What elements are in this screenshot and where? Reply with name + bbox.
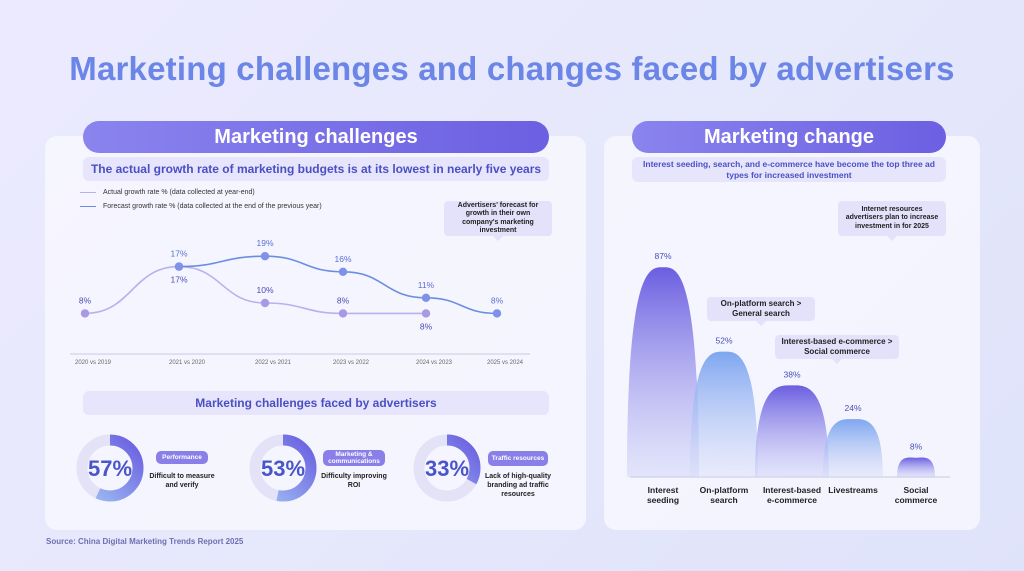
data-point: [260, 298, 270, 308]
challenges-heading: Marketing challenges: [83, 121, 549, 153]
legend-actual-label: Actual growth rate % (data collected at …: [103, 189, 255, 196]
x-tick-label: 2025 vs 2024: [487, 360, 524, 366]
badge-communications: Marketing & communications: [323, 450, 385, 466]
legend-forecast: Forecast growth rate % (data collected a…: [80, 203, 322, 210]
data-point: [80, 309, 90, 318]
x-tick-label: 2023 vs 2022: [333, 360, 370, 366]
data-label: 16%: [334, 254, 351, 264]
series-line: [84, 265, 426, 315]
category-label: seeding: [647, 495, 679, 505]
desc-performance: Difficult to measure and verify: [149, 473, 215, 489]
donut-arc: [249, 434, 317, 502]
legend-forecast-swatch: [80, 205, 96, 208]
donut-value-label: 33%: [425, 456, 469, 481]
donut-value-label: 57%: [88, 456, 132, 481]
search-callout: On-platform search > General search: [707, 297, 815, 326]
legend-actual-swatch: [80, 191, 96, 194]
challenges-list-heading: Marketing challenges faced by advertiser…: [83, 391, 549, 415]
donut-chart-traffic: 33%: [413, 434, 481, 502]
data-label: 19%: [256, 238, 273, 248]
area-shape: [897, 457, 935, 477]
growth-line-chart: 2020 vs 2019 2021 vs 2020 2022 vs 2021 2023…: [70, 238, 530, 366]
category-label: Social: [903, 485, 928, 495]
area-shape: [690, 351, 758, 477]
value-label: 87%: [654, 251, 671, 261]
category-label: Livestreams: [828, 485, 878, 495]
area-shape: [627, 267, 699, 477]
data-label: 17%: [170, 275, 187, 285]
desc-communications: Difficulty improving ROI: [321, 473, 387, 489]
legend-actual: Actual growth rate % (data collected at …: [80, 189, 255, 196]
category-label: Interest-based: [763, 485, 821, 495]
data-label: 11%: [418, 280, 435, 290]
x-tick-label: 2024 vs 2023: [416, 360, 453, 366]
donut-arc: [76, 434, 144, 502]
page-title: Marketing challenges and changes faced b…: [69, 50, 955, 87]
category-label: commerce: [895, 495, 938, 505]
donut-chart-communications: 53%: [249, 434, 317, 502]
category-label: search: [710, 495, 737, 505]
donut-chart-performance: 57%: [76, 434, 144, 502]
data-point: [338, 267, 348, 276]
donut-value-label: 53%: [261, 456, 305, 481]
data-point: [492, 309, 502, 318]
data-point: [260, 252, 270, 261]
data-label: 10%: [256, 285, 273, 295]
value-label: 38%: [783, 369, 800, 379]
x-tick-label: 2022 vs 2021: [255, 360, 292, 366]
legend-forecast-label: Forecast growth rate % (data collected a…: [103, 203, 322, 210]
change-heading: Marketing change: [632, 121, 946, 153]
category-label: On-platform: [700, 485, 749, 495]
desc-traffic: Lack of high-quality branding ad traffic…: [484, 473, 552, 498]
data-label: 8%: [491, 295, 504, 305]
x-tick-label: 2021 vs 2020: [169, 360, 206, 366]
data-point: [338, 309, 348, 318]
data-label: 8%: [79, 295, 92, 305]
data-point: [421, 293, 431, 302]
source-note: Source: China Digital Marketing Trends R…: [46, 537, 244, 546]
badge-performance: Performance: [156, 451, 208, 464]
investment-callout: Internet resources advertisers plan to i…: [838, 201, 946, 241]
category-label: e-commerce: [767, 495, 817, 505]
donut-arc: [413, 434, 481, 502]
data-label: 17%: [170, 249, 187, 259]
ecommerce-callout: Interest-based e-commerce > Social comme…: [775, 335, 899, 364]
forecast-callout: Advertisers' forecast for growth in thei…: [444, 201, 552, 241]
data-label: 8%: [420, 321, 433, 331]
challenges-subtitle: The actual growth rate of marketing budg…: [83, 157, 549, 181]
x-tick-label: 2020 vs 2019: [75, 360, 112, 366]
area-shape: [755, 385, 829, 477]
change-subtitle: Interest seeding, search, and e-commerce…: [632, 157, 946, 182]
value-label: 8%: [910, 442, 923, 452]
badge-traffic: Traffic resources: [488, 451, 548, 466]
data-point: [174, 262, 184, 271]
value-label: 52%: [715, 336, 732, 346]
category-label: Interest: [648, 485, 679, 495]
data-point: [421, 309, 431, 318]
area-shape: [823, 419, 883, 477]
value-label: 24%: [844, 403, 861, 413]
data-label: 8%: [337, 295, 350, 305]
